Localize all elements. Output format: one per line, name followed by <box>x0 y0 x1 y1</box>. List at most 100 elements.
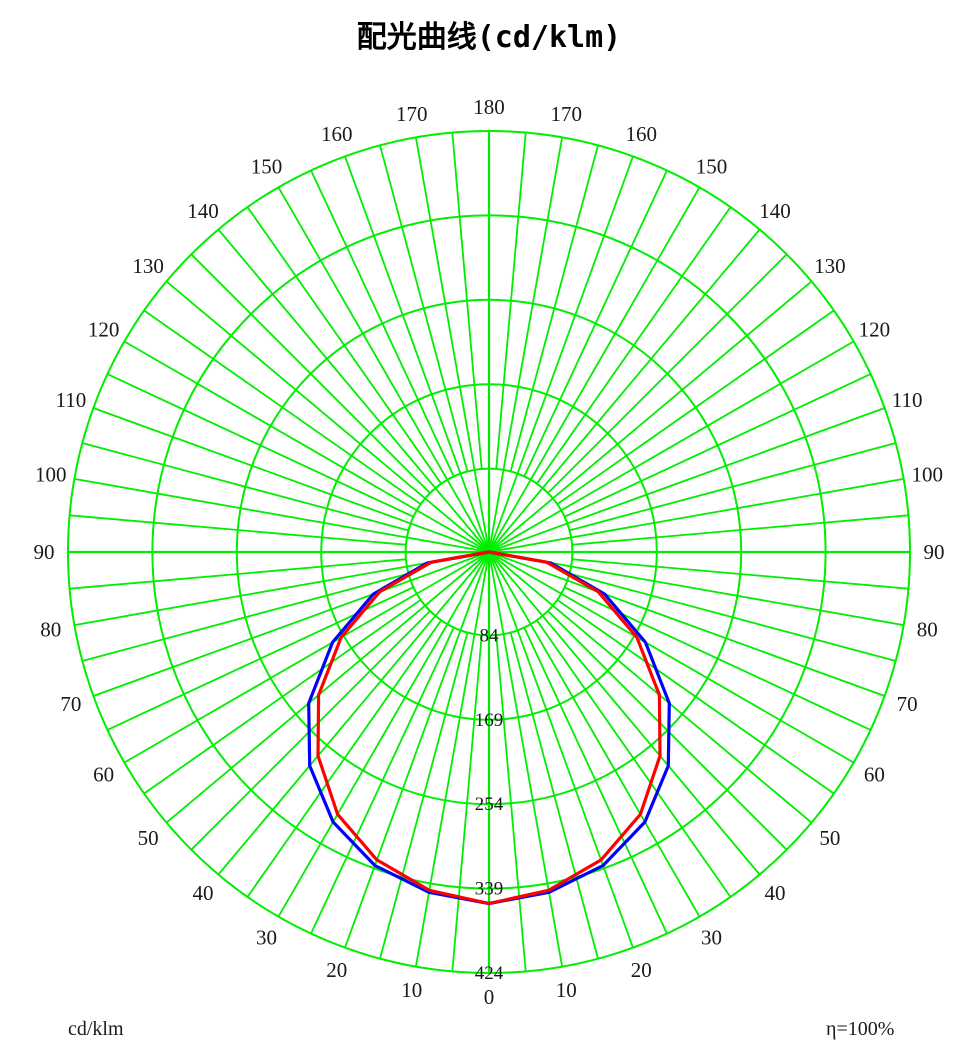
grid-spoke <box>488 551 761 876</box>
grid-spoke <box>379 632 469 959</box>
grid-spoke <box>488 478 904 553</box>
angle-tick-label: 150 <box>696 155 728 179</box>
grid-spoke <box>569 442 896 532</box>
grid-spoke <box>82 442 409 532</box>
angle-tick-label: 50 <box>819 826 840 850</box>
angle-tick-label: 170 <box>551 102 583 126</box>
grid-spoke <box>523 170 668 477</box>
grid-spoke <box>123 340 490 553</box>
grid-spoke <box>523 627 668 934</box>
angle-tick-label: 110 <box>55 388 86 412</box>
series-curve-2 <box>316 550 662 906</box>
grid-spoke <box>488 551 885 697</box>
angle-tick-label: 100 <box>35 463 67 487</box>
radial-tick-label: 84 <box>480 625 500 646</box>
grid-spoke <box>488 551 855 764</box>
grid-spoke <box>310 170 455 477</box>
grid-spoke <box>379 145 469 472</box>
grid-spoke <box>344 156 490 553</box>
grid-spoke <box>165 280 490 553</box>
angle-tick-label: 80 <box>40 617 61 641</box>
angle-tick-label: 10 <box>556 978 577 1002</box>
angle-tick-label: 40 <box>765 881 786 905</box>
grid-spoke <box>143 599 421 795</box>
grid-spoke <box>547 253 788 494</box>
grid-spoke <box>536 206 732 484</box>
radial-tick-label: 339 <box>475 879 504 900</box>
grid-spoke <box>569 572 896 662</box>
grid-spoke <box>310 627 455 934</box>
grid-spoke <box>93 407 490 553</box>
angle-tick-label: 130 <box>132 254 164 278</box>
grid-spoke <box>564 373 871 518</box>
chart-title: 配光曲线(cd/klm) <box>356 20 622 55</box>
grid-spoke <box>143 309 421 505</box>
angle-tick-label: 30 <box>701 925 722 949</box>
grid-spoke <box>488 228 761 553</box>
grid-spoke <box>488 551 563 967</box>
grid-spoke <box>74 551 490 626</box>
grid-spoke <box>572 558 909 590</box>
grid-spoke <box>217 551 490 876</box>
angle-tick-label: 40 <box>192 881 213 905</box>
grid-spoke <box>246 206 442 484</box>
grid-spoke <box>190 253 431 494</box>
angle-tick-label: 120 <box>859 318 891 342</box>
grid-spoke <box>344 551 490 948</box>
radial-tick-label: 169 <box>475 710 504 731</box>
angle-tick-label: 60 <box>864 763 885 787</box>
angle-tick-label: 60 <box>93 763 114 787</box>
angle-tick-label: 20 <box>631 958 652 982</box>
angle-tick-label: 50 <box>138 826 159 850</box>
efficiency-label: η=100% <box>826 1018 895 1040</box>
grid-spoke <box>415 137 490 553</box>
grid-spoke <box>488 280 813 553</box>
grid-spoke <box>123 551 490 764</box>
grid-spoke <box>74 478 490 553</box>
grid-spoke <box>557 599 835 795</box>
polar-grid <box>67 130 911 974</box>
series-group <box>307 550 671 906</box>
grid-spoke <box>572 514 909 546</box>
angle-tick-label: 20 <box>326 958 347 982</box>
angle-tick-label: 80 <box>917 617 938 641</box>
grid-spoke <box>488 186 701 553</box>
unit-label: cd/klm <box>68 1018 124 1040</box>
grid-spoke <box>488 137 563 553</box>
grid-spoke <box>69 558 406 590</box>
angle-tick-label: 150 <box>251 155 283 179</box>
grid-spoke <box>488 340 855 553</box>
angle-tick-label: 100 <box>911 463 943 487</box>
grid-spoke <box>217 228 490 553</box>
grid-spoke <box>93 551 490 697</box>
grid-spoke <box>107 373 414 518</box>
grid-spoke <box>488 551 904 626</box>
grid-spoke <box>495 635 527 972</box>
grid-spoke <box>509 145 599 472</box>
angle-tick-label: 70 <box>897 692 918 716</box>
grid-spoke <box>557 309 835 505</box>
angle-tick-label: 10 <box>401 978 422 1002</box>
grid-spoke <box>488 551 813 824</box>
grid-spoke <box>488 551 634 948</box>
grid-spoke <box>277 186 490 553</box>
radial-tick-label: 424 <box>475 963 504 984</box>
grid-spoke <box>415 551 490 967</box>
angle-tick-label: 70 <box>60 692 81 716</box>
angle-tick-label: 140 <box>187 199 219 223</box>
angle-tick-label: 130 <box>814 254 846 278</box>
radial-tick-label: 254 <box>475 794 504 815</box>
grid-spoke <box>165 551 490 824</box>
angle-tick-label: 90 <box>34 540 55 564</box>
angle-tick-label: 110 <box>892 388 923 412</box>
angle-tick-label: 160 <box>321 122 353 146</box>
angle-tick-label: 120 <box>88 318 120 342</box>
angle-tick-label: 90 <box>924 540 945 564</box>
angle-tick-label: 30 <box>256 925 277 949</box>
grid-spoke <box>451 132 483 469</box>
grid-spoke <box>69 514 406 546</box>
grid-spoke <box>488 156 634 553</box>
angle-tick-label: 170 <box>396 102 428 126</box>
label-group: 0 10 10 20 20 30 30 40 40 50 50 60 60 70 70 80 80 90 90 100… <box>34 95 945 1009</box>
grid-spoke <box>82 572 409 662</box>
